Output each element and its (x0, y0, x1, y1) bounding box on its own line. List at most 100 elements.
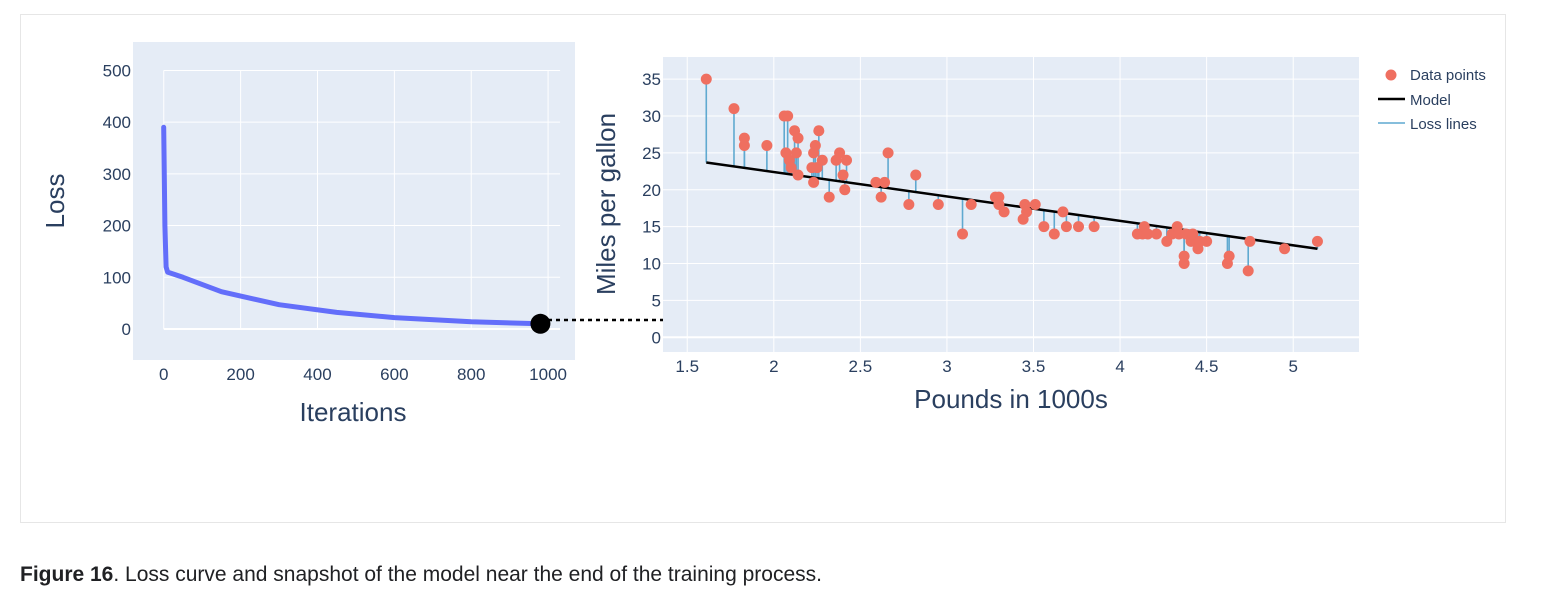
loss-y-axis-label: Loss (40, 174, 70, 229)
legend-label-model: Model (1410, 92, 1451, 109)
data-point (1279, 243, 1291, 255)
model-y-tick-label: 20 (642, 181, 661, 200)
legend-item-loss-lines[interactable]: Loss lines (1378, 116, 1477, 133)
loss-x-tick-label: 600 (380, 365, 408, 384)
data-point (808, 176, 820, 188)
loss-x-axis-label: Iterations (300, 397, 407, 427)
data-point (965, 199, 977, 210)
model-grid (663, 57, 1359, 352)
caption-label: Figure 16 (20, 563, 114, 586)
model-x-tick-label: 3.5 (1022, 357, 1046, 376)
data-point (790, 147, 802, 159)
loss-y-tick-label: 100 (103, 268, 131, 287)
loss-y-tick-label: 0 (122, 320, 131, 339)
data-point (1242, 265, 1254, 277)
loss-chart: 0 200 400 600 800 1000 0 100 200 300 400 500 Iterat… (40, 42, 575, 427)
loss-grid (163, 69, 561, 330)
model-y-axis-label: Miles per gallon (591, 113, 621, 295)
figure-caption: Figure 16. Loss curve and snapshot of th… (20, 563, 822, 587)
data-point (761, 140, 773, 151)
data-point (837, 169, 849, 181)
model-y-tick-label: 5 (652, 291, 661, 310)
data-point (839, 184, 851, 196)
data-point (957, 228, 969, 240)
loss-plot-area (133, 42, 575, 360)
data-point (792, 132, 804, 144)
data-points (700, 73, 1323, 277)
data-point (813, 125, 825, 137)
data-point (882, 147, 894, 159)
caption-text: . Loss curve and snapshot of the model n… (113, 563, 822, 586)
data-point (785, 162, 797, 174)
model-x-tick-label: 3 (942, 357, 951, 376)
model-y-tick-label: 10 (642, 255, 661, 274)
data-point (1223, 250, 1235, 262)
data-point (1244, 235, 1256, 247)
data-point (875, 191, 887, 203)
loss-curve-line (161, 124, 543, 327)
data-point (1311, 235, 1323, 247)
loss-x-tick-label: 0 (159, 365, 168, 384)
model-x-tick-label: 2 (769, 357, 778, 376)
data-point (782, 110, 794, 122)
legend: Data points Model Loss lines (1378, 67, 1486, 133)
model-x-tick-label: 4.5 (1195, 357, 1219, 376)
data-point (993, 191, 1005, 203)
loss-y-tick-label: 300 (103, 165, 131, 184)
data-point (1201, 235, 1213, 247)
loss-x-tick-label: 1000 (529, 365, 567, 384)
loss-y-tick-label: 200 (103, 217, 131, 236)
data-point (1060, 221, 1072, 233)
legend-label-data-points: Data points (1410, 67, 1486, 84)
data-point (816, 154, 828, 166)
model-y-tick-label: 25 (642, 144, 661, 163)
data-point (1187, 228, 1199, 240)
data-point (1048, 228, 1060, 240)
data-point (1088, 221, 1100, 233)
data-point (998, 206, 1010, 218)
data-point (738, 132, 750, 144)
data-point (1073, 221, 1085, 233)
model-line (706, 161, 1318, 250)
loss-x-tick-label: 400 (303, 365, 331, 384)
loss-tick-labels: 0 200 400 600 800 1000 0 100 200 300 400 500 (103, 61, 567, 384)
data-point (910, 169, 922, 181)
data-point (1038, 221, 1050, 233)
loss-y-tick-label: 500 (103, 61, 131, 80)
loss-endpoint-marker (530, 313, 551, 334)
data-point (1142, 228, 1154, 240)
figure-frame (20, 14, 1506, 523)
model-x-tick-label: 4 (1115, 357, 1124, 376)
data-point (809, 140, 821, 151)
model-y-tick-label: 0 (652, 328, 661, 347)
loss-x-tick-label: 200 (226, 365, 254, 384)
loss-y-tick-label: 400 (103, 113, 131, 132)
data-point (1057, 206, 1069, 218)
legend-item-model[interactable]: Model (1378, 92, 1451, 109)
legend-point-swatch (1385, 69, 1397, 81)
model-y-tick-label: 35 (642, 70, 661, 89)
legend-label-loss-lines: Loss lines (1410, 116, 1477, 133)
data-point (903, 199, 915, 210)
data-point (1150, 228, 1162, 240)
model-y-tick-label: 30 (642, 107, 661, 126)
data-point (728, 103, 740, 115)
model-x-tick-label: 5 (1288, 357, 1297, 376)
model-chart: 1.5 2 2.5 3 3.5 4 4.5 5 0 5 10 15 20 25 30 35 Pounds in… (591, 57, 1359, 414)
data-point (1178, 250, 1190, 262)
loss-x-tick-label: 800 (457, 365, 485, 384)
model-x-tick-label: 1.5 (675, 357, 699, 376)
data-point (841, 154, 853, 166)
data-point (1021, 206, 1033, 218)
data-point (834, 147, 846, 159)
data-point (879, 176, 891, 188)
data-point (700, 73, 712, 85)
data-point (870, 176, 882, 188)
data-point (932, 199, 944, 210)
model-x-tick-label: 2.5 (849, 357, 873, 376)
model-x-axis-label: Pounds in 1000s (914, 384, 1108, 414)
legend-item-data-points[interactable]: Data points (1385, 67, 1486, 84)
data-point (792, 169, 804, 181)
model-tick-labels: 1.5 2 2.5 3 3.5 4 4.5 5 0 5 10 15 20 25 30 35 (642, 70, 1298, 376)
model-y-tick-label: 15 (642, 218, 661, 237)
